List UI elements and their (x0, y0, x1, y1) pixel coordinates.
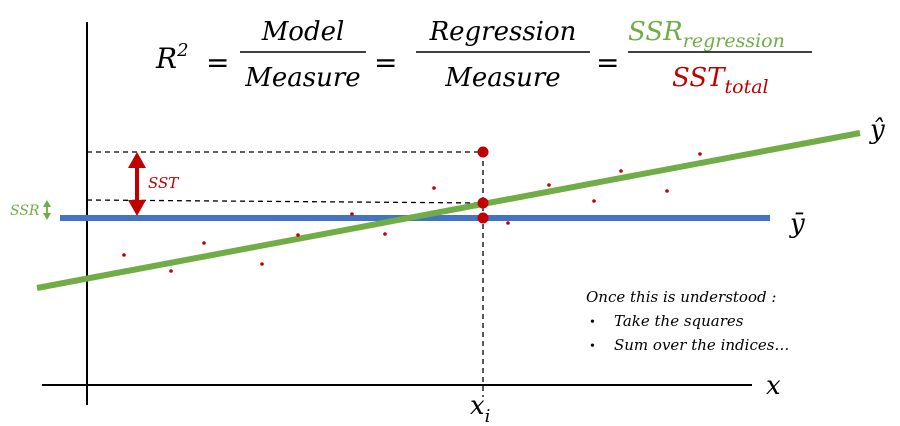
data-point (122, 253, 126, 257)
observed-point (477, 146, 489, 158)
y-hat-label: ŷ (869, 115, 885, 145)
data-points (122, 152, 702, 273)
sst-arrow (128, 152, 146, 216)
r-squared-formula: R2 = Model Measure = Regression Measure … (155, 17, 812, 98)
predicted-point (477, 197, 489, 209)
sst-label: SST (148, 174, 179, 192)
x-i-label: xi (470, 391, 490, 426)
fraction-1-denominator: Measure (244, 63, 360, 93)
y-bar-label: ȳ (789, 209, 805, 239)
fraction-2-numerator: Regression (429, 17, 577, 47)
formula-equals-3: = (596, 46, 619, 79)
data-point (260, 262, 264, 266)
data-point (665, 189, 669, 193)
data-point (169, 269, 173, 273)
bullet-dot: • (590, 339, 595, 354)
data-point (383, 232, 387, 236)
data-point (506, 221, 510, 225)
regression-line (36, 130, 861, 291)
formula-equals-2: = (374, 46, 397, 79)
mean-point (477, 212, 489, 224)
notes-bullet-2: Sum over the indices… (614, 336, 789, 354)
formula-equals-1: = (206, 46, 229, 79)
formula-r: R2 (155, 40, 189, 75)
data-point (432, 186, 436, 190)
dashed-line-middle (86, 199, 484, 204)
data-point (592, 199, 596, 203)
ssr-arrow (43, 200, 51, 220)
x-axis-label: x (766, 371, 781, 401)
data-point (202, 241, 206, 245)
notes-bullet-1: Take the squares (614, 312, 744, 330)
notes-box: Once this is understood : • Take the squ… (586, 288, 789, 354)
data-point (698, 152, 702, 156)
fraction-2-denominator: Measure (444, 63, 560, 93)
data-point (619, 169, 623, 173)
ssr-label: SSR (10, 203, 40, 219)
fraction-1-numerator: Model (261, 17, 345, 47)
data-point (296, 233, 300, 237)
fraction-3-denominator: SSTtotal (672, 63, 769, 98)
fraction-3-numerator: SSRregression (628, 17, 785, 52)
data-point (350, 212, 354, 216)
bullet-dot: • (590, 315, 595, 330)
data-point (547, 183, 551, 187)
notes-heading: Once this is understood : (586, 288, 776, 306)
